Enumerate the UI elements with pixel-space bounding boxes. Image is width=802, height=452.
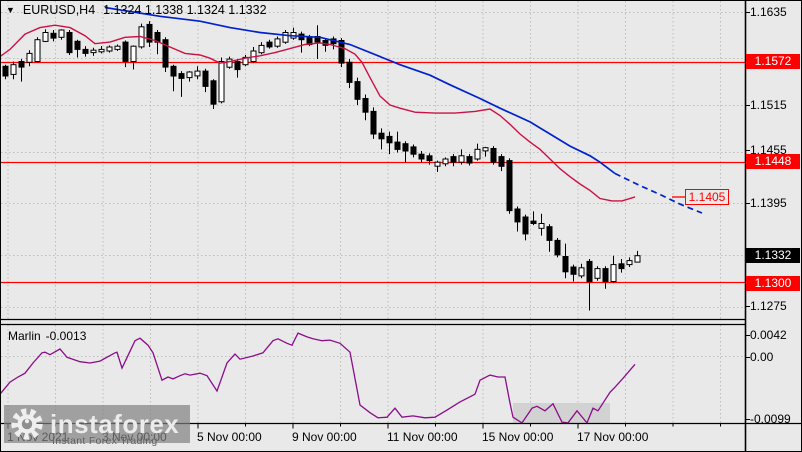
price-axis-label: 1.1635: [750, 5, 787, 19]
alert-price-box: 1.1448: [746, 154, 800, 169]
symbol-dropdown-icon[interactable]: ▼: [6, 5, 15, 15]
date-axis-label: 17 Nov 00:00: [577, 430, 649, 444]
indicator-axis-label: 0.0042: [750, 328, 787, 342]
ohlc-values-label: 1.1324 1.1338 1.1324 1.1332: [103, 3, 267, 17]
indicator-current-value: -0.0013: [45, 329, 87, 343]
date-axis-label: 9 Nov 00:00: [292, 430, 357, 444]
indicator-name: Marlin: [8, 329, 41, 343]
indicator-axis-label: -0.0099: [750, 412, 791, 426]
panel-resize-handle[interactable]: [0, 318, 745, 326]
alert-price-box: 1.1300: [746, 276, 800, 291]
price-axis-label: 1.1275: [750, 299, 787, 313]
indicator-axis-label: 0.00: [750, 350, 774, 364]
instaforex-gear-icon: [11, 408, 43, 440]
chart-title: ▼ EURUSD,H4 1.1324 1.1338 1.1324 1.1332: [6, 3, 267, 17]
instaforex-watermark: instaforex Instant Forex Trading: [4, 405, 190, 447]
watermark-brand-text: instaforex: [50, 409, 180, 439]
date-axis-label: 15 Nov 00:00: [482, 430, 554, 444]
watermark-tagline-text: Instant Forex Trading: [52, 435, 158, 447]
price-axis-label: 1.1395: [750, 196, 787, 210]
date-axis-label: 11 Nov 00:00: [387, 430, 458, 444]
price-axis-label: 1.1515: [750, 98, 787, 112]
indicator-label: Marlin -0.0013: [8, 329, 86, 343]
price-axis-label: 1.1455: [750, 143, 787, 157]
forecast-price-label: 1.1405: [685, 189, 729, 205]
date-axis-label: 5 Nov 00:00: [197, 430, 262, 444]
current-price-box: 1.1332: [746, 248, 800, 263]
alert-price-box: 1.1572: [746, 54, 800, 69]
symbol-timeframe-label: EURUSD,H4: [22, 3, 96, 17]
